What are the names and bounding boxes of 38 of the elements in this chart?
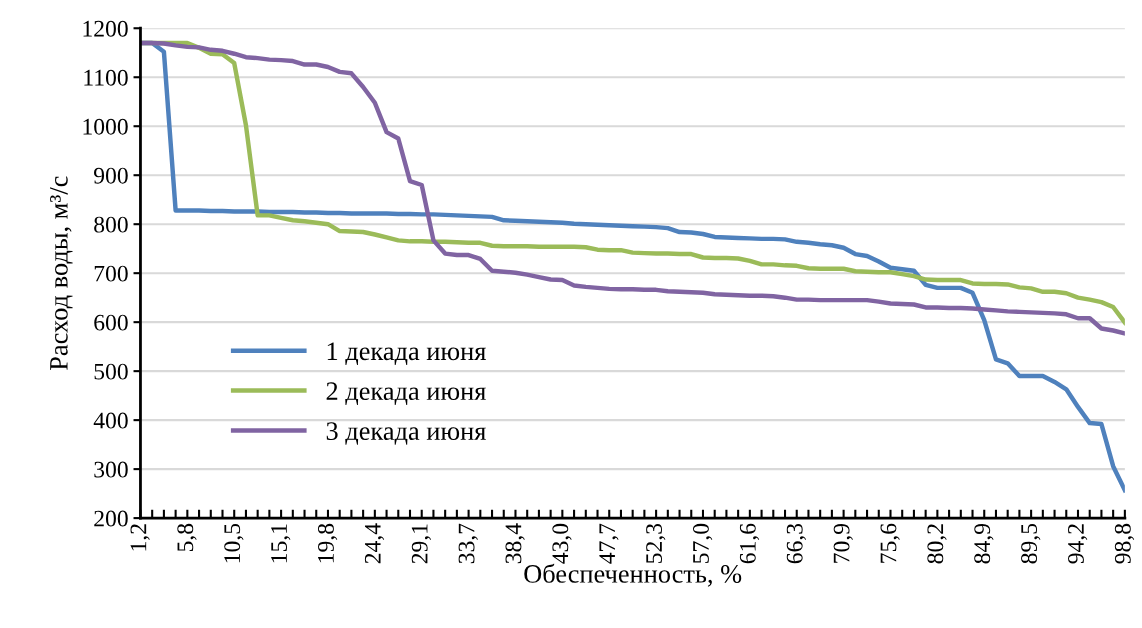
y-tick-label: 900 [94, 167, 128, 184]
x-tick-label: 43,0 [552, 523, 572, 564]
y-tick-label: 1200 [83, 20, 128, 37]
x-tick-label: 75,6 [880, 523, 900, 563]
y-tick-label: 800 [94, 216, 128, 233]
y-tick-label: 500 [94, 363, 128, 380]
x-axis-title: Обеспеченность, % [524, 563, 742, 587]
x-tick-label: 70,9 [833, 523, 853, 563]
x-tick-label: 47,7 [599, 523, 619, 564]
y-tick-label: 1100 [84, 69, 128, 86]
x-tick-label: 5,8 [177, 523, 197, 552]
legend-label: 3 декада июня [326, 422, 486, 445]
y-tick-label: 400 [93, 412, 128, 429]
legend-label: 2 декада июня [326, 382, 486, 405]
x-tick-label: 80,2 [927, 524, 947, 564]
x-tick-label: 29,1 [411, 524, 432, 564]
y-tick-label: 200 [94, 510, 128, 527]
x-tick-label: 10,5 [224, 523, 244, 563]
x-tick-label: 33,7 [458, 523, 478, 564]
x-tick-label: 38,4 [505, 523, 525, 564]
y-tick-label: 600 [94, 314, 128, 331]
x-tick-label: 19,8 [317, 523, 338, 563]
y-tick-label: 1000 [83, 118, 128, 135]
y-tick-label: 300 [94, 461, 128, 478]
x-tick-label: 61,6 [739, 523, 760, 564]
x-tick-label: 24,4 [364, 523, 385, 564]
y-axis-title: Расход воды, м³/с [50, 176, 73, 370]
x-tick-label: 84,9 [974, 523, 994, 564]
x-tick-label: 52,3 [646, 523, 666, 563]
x-tick-label: 98,8 [1114, 523, 1135, 564]
x-tick-label: 57,0 [692, 523, 713, 563]
y-tick-label: 700 [94, 265, 128, 282]
legend-label: 1 декада июня [327, 342, 486, 365]
x-tick-label: 15,1 [271, 524, 291, 563]
x-tick-label: 89,5 [1021, 523, 1041, 564]
x-tick-label: 66,3 [786, 523, 807, 564]
x-tick-label: 1,2 [130, 524, 150, 551]
x-tick-label: 94,2 [1068, 524, 1088, 564]
